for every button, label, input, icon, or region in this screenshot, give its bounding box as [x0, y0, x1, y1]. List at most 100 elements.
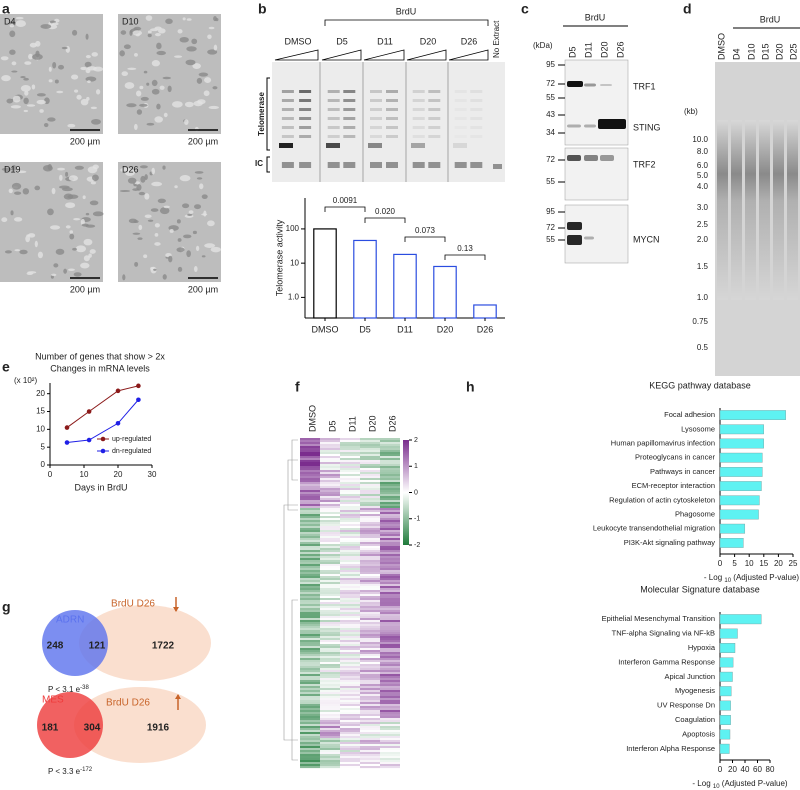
- heatmap-cell: [320, 484, 340, 487]
- heatmap-cell: [320, 466, 340, 469]
- cell: [139, 85, 144, 90]
- heatmap-cell: [380, 446, 400, 449]
- heatmap-cell: [320, 490, 340, 493]
- heatmap-cell: [320, 518, 340, 521]
- cell: [36, 99, 46, 105]
- heatmap-cell: [340, 762, 360, 765]
- heatmap-cell: [360, 494, 380, 497]
- heatmap-cell: [360, 510, 380, 513]
- gel-band: [455, 99, 467, 102]
- heatmap-cell: [320, 708, 340, 711]
- heatmap-cell: [380, 702, 400, 705]
- cell: [61, 46, 68, 50]
- heatmap-cell: [360, 748, 380, 751]
- cell: [192, 63, 201, 69]
- heatmap-cell: [340, 582, 360, 585]
- heatmap-cell: [320, 644, 340, 647]
- heatmap-cell: [300, 742, 320, 745]
- heatmap-cell: [380, 750, 400, 753]
- heatmap-cell: [380, 684, 400, 687]
- region-bracket: [266, 77, 270, 151]
- bar: [473, 304, 497, 319]
- size-label: 2.0: [697, 235, 709, 244]
- heatmap-cell: [340, 534, 360, 537]
- heatmap-cell: [360, 598, 380, 601]
- heatmap-cell: [300, 652, 320, 655]
- heatmap-cell: [340, 742, 360, 745]
- heatmap-cell: [340, 592, 360, 595]
- heatmap-cell: [300, 464, 320, 467]
- cell: [26, 272, 34, 276]
- heatmap-cell: [380, 562, 400, 565]
- heatmap-cell: [360, 566, 380, 569]
- cell: [147, 33, 152, 38]
- heatmap-cell: [300, 758, 320, 761]
- heatmap-cell: [380, 576, 400, 579]
- heatmap-cell: [320, 550, 340, 553]
- heatmap-cell: [320, 562, 340, 565]
- gel-band: [370, 126, 382, 129]
- heatmap-cell: [300, 698, 320, 701]
- cell: [34, 240, 38, 248]
- heatmap-cell: [360, 544, 380, 547]
- comparison-label: BrdU D26: [111, 599, 155, 610]
- cell: [11, 61, 17, 66]
- cell: [14, 191, 22, 195]
- heatmap-cell: [340, 680, 360, 683]
- bar: [719, 628, 738, 639]
- cell: [81, 223, 89, 227]
- cell: [28, 53, 33, 60]
- heatmap-cell: [320, 500, 340, 503]
- heatmap-cell: [360, 696, 380, 699]
- blot-band: [584, 236, 594, 240]
- category-label: PI3K-Akt signaling pathway: [624, 538, 716, 547]
- heatmap-cell: [380, 710, 400, 713]
- point: [86, 437, 92, 443]
- gel-band: [454, 162, 467, 168]
- heatmap-cell: [320, 468, 340, 471]
- cell: [19, 249, 28, 255]
- cell: [169, 229, 174, 233]
- x-axis-label-part: - Log: [692, 779, 712, 788]
- bar: [719, 452, 763, 463]
- cell: [132, 30, 142, 36]
- heatmap-cell: [320, 706, 340, 709]
- cell: [186, 46, 197, 52]
- heatmap-cell: [380, 628, 400, 631]
- heatmap-cell: [320, 734, 340, 737]
- heatmap-cell: [360, 718, 380, 721]
- cell: [156, 50, 166, 56]
- heatmap-cell: [300, 718, 320, 721]
- heatmap-cell: [340, 512, 360, 515]
- heatmap-cell: [340, 480, 360, 483]
- micrograph-image: [0, 14, 103, 134]
- heatmap-cell: [340, 478, 360, 481]
- heatmap-cell: [340, 616, 360, 619]
- heatmap-cell: [380, 516, 400, 519]
- heatmap-cell: [380, 762, 400, 765]
- heatmap-cell: [380, 646, 400, 649]
- x-axis-label-part: - Log: [704, 573, 724, 582]
- heatmap-cell: [300, 582, 320, 585]
- heatmap-cell: [300, 530, 320, 533]
- heatmap-cell: [320, 442, 340, 445]
- heatmap-cell: [320, 438, 340, 441]
- heatmap-cell: [360, 464, 380, 467]
- heatmap-cell: [360, 624, 380, 627]
- heatmap-cell: [340, 606, 360, 609]
- heatmap-cell: [320, 444, 340, 447]
- gel-band: [281, 162, 294, 168]
- heatmap-cell: [360, 472, 380, 475]
- heatmap-cell: [300, 496, 320, 499]
- heatmap-cell: [320, 588, 340, 591]
- heatmap-cell: [300, 722, 320, 725]
- cell: [59, 174, 63, 181]
- heatmap-cell: [300, 528, 320, 531]
- heatmap-cell: [380, 570, 400, 573]
- heatmap-cell: [300, 560, 320, 563]
- gel-smear: [745, 120, 756, 300]
- gel-band: [386, 90, 398, 93]
- venn-comparison: [79, 605, 211, 681]
- cell: [83, 238, 93, 246]
- heatmap-cell: [360, 614, 380, 617]
